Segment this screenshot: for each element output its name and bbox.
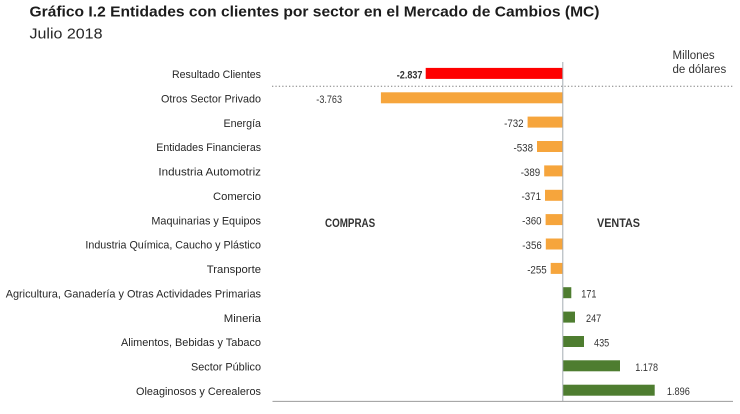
svg-text:-371: -371 xyxy=(522,191,542,203)
svg-text:Otros Sector Privado: Otros Sector Privado xyxy=(161,94,261,106)
svg-text:Alimentos, Bebidas y Tabaco: Alimentos, Bebidas y Tabaco xyxy=(121,337,261,349)
svg-text:Comercio: Comercio xyxy=(213,191,261,203)
svg-text:Energía: Energía xyxy=(224,118,262,130)
svg-text:Industria Química, Caucho y Pl: Industria Química, Caucho y Plástico xyxy=(85,240,261,252)
svg-text:Transporte: Transporte xyxy=(207,264,261,276)
svg-text:Oleaginosos y Cerealeros: Oleaginosos y Cerealeros xyxy=(136,386,261,398)
svg-text:-538: -538 xyxy=(514,143,534,155)
svg-text:-389: -389 xyxy=(521,167,541,179)
svg-text:de dólares: de dólares xyxy=(673,64,727,76)
svg-text:-2.837: -2.837 xyxy=(397,69,423,81)
svg-text:Resultado Clientes: Resultado Clientes xyxy=(172,69,261,81)
svg-text:-3.763: -3.763 xyxy=(316,94,342,106)
svg-text:Julio 2018: Julio 2018 xyxy=(30,26,103,43)
svg-text:Mineria: Mineria xyxy=(224,313,262,325)
svg-text:1.178: 1.178 xyxy=(635,362,658,374)
svg-text:-255: -255 xyxy=(527,264,547,276)
svg-text:Industria Automotriz: Industria Automotriz xyxy=(158,167,261,179)
svg-text:435: 435 xyxy=(594,338,609,350)
svg-text:-356: -356 xyxy=(522,240,542,252)
svg-text:Maquinarias y Equipos: Maquinarias y Equipos xyxy=(151,215,261,227)
svg-text:Agricultura, Ganadería y Otras: Agricultura, Ganadería y Otras Actividad… xyxy=(6,288,262,300)
svg-text:247: 247 xyxy=(586,313,601,325)
svg-text:Millones: Millones xyxy=(673,50,715,62)
svg-text:Gráfico I.2 Entidades con clie: Gráfico I.2 Entidades con clientes por s… xyxy=(30,4,600,21)
svg-text:1.896: 1.896 xyxy=(667,386,690,398)
svg-text:COMPRAS: COMPRAS xyxy=(325,218,375,230)
svg-text:-360: -360 xyxy=(522,216,542,228)
svg-text:Sector Público: Sector Público xyxy=(191,362,261,374)
svg-text:Entidades Financieras: Entidades Financieras xyxy=(156,142,261,154)
svg-text:-732: -732 xyxy=(504,118,524,130)
svg-text:VENTAS: VENTAS xyxy=(597,218,640,230)
svg-text:171: 171 xyxy=(581,289,596,301)
